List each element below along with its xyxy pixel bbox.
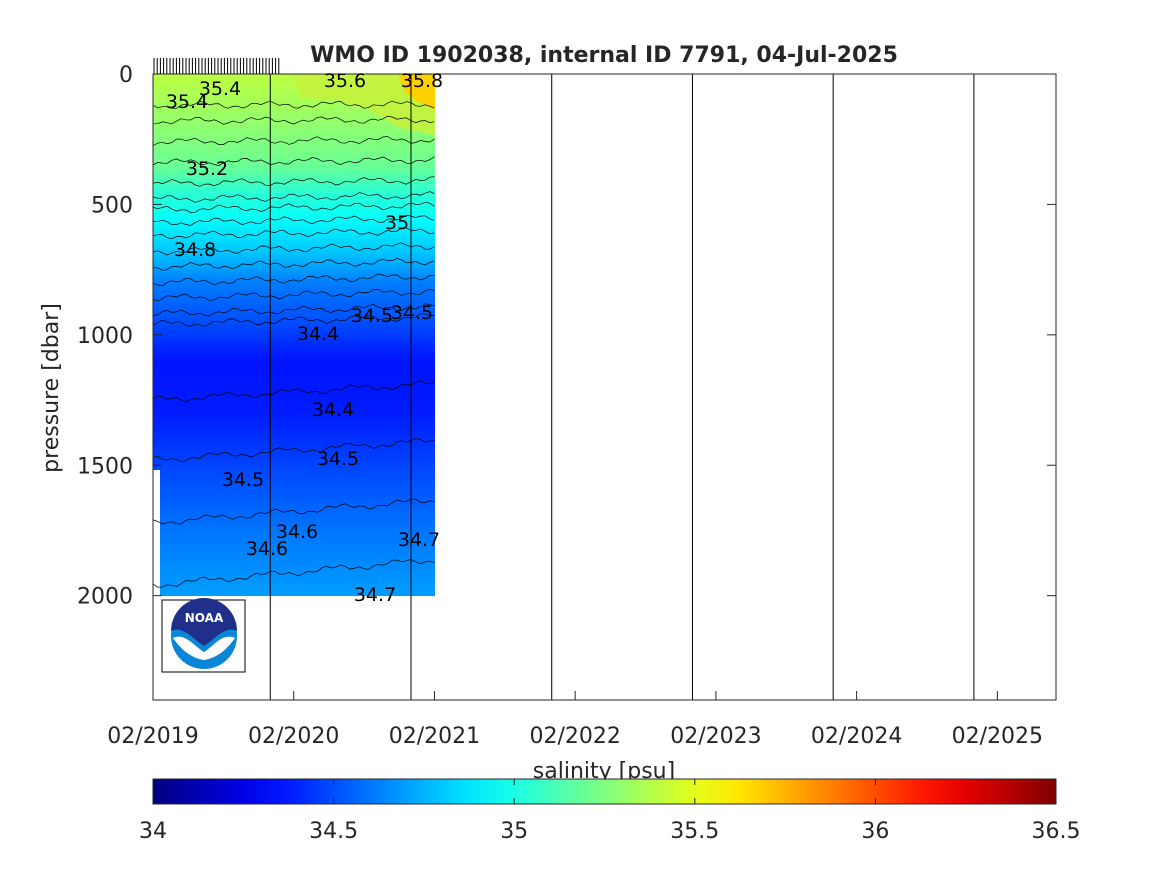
contour-line [153,191,435,203]
y-tick-label: 2000 [77,585,133,610]
colorbar-tick-label: 35 [500,819,528,844]
contour-label: 34.4 [312,399,354,421]
contour-label: 35.4 [199,78,241,100]
contour-label: 34.8 [174,239,216,261]
contour-label: 35.6 [324,70,366,92]
contour-line [153,498,435,525]
contour-line [153,258,435,271]
contour-line [153,136,435,146]
y-axis-label: pressure [dbar] [39,303,64,473]
colorbar-tick-label: 35.5 [670,819,719,844]
contour-label: 35.2 [186,158,228,180]
y-tick-label: 1000 [77,324,133,349]
contour-label: 35.8 [401,70,443,92]
contour-line [153,100,435,109]
contour-label: 34.5 [351,305,393,327]
colorbar-tick-label: 36 [861,819,889,844]
contour-label: 34.6 [276,521,318,543]
x-tick-label: 02/2023 [670,724,761,749]
contour-label: 34.7 [398,529,440,551]
contour-label: 34.5 [317,448,359,470]
colorbar [152,778,1057,805]
x-tick-label: 02/2020 [248,724,339,749]
surface-peak-salinity-patch [398,74,435,110]
x-axis-ticks: 02/2019 02/2020 02/2021 02/2022 02/2023 02/20… [107,691,1043,749]
x-tick-label: 02/2022 [529,724,620,749]
contour-line [153,156,435,166]
contour-label: 34.7 [354,584,396,606]
salinity-field [153,74,435,596]
contour-line [153,380,435,403]
vertical-reference-lines [269,74,975,700]
contour-line [153,242,435,256]
contour-lines [153,100,435,588]
contour-label: 34.5 [222,469,264,491]
x-tick-label: 02/2021 [389,724,480,749]
contour-line [153,227,435,240]
contour-line [153,115,435,125]
contour-line [153,559,435,588]
y-tick-label: 0 [119,63,133,88]
contour-line [153,201,435,213]
plot-axes-box [152,73,1057,701]
x-tick-label: 02/2019 [107,724,198,749]
colorbar-tick-label: 34.5 [309,819,358,844]
x-tick-label: 02/2024 [811,724,902,749]
y-tick-label: 1500 [77,454,133,479]
contour-label: 34.4 [297,323,339,345]
contour-line [153,313,435,327]
noaa-logo: NOAA [161,598,246,673]
profile-marker-ticks [153,58,280,74]
contour-line [153,437,435,463]
contour-line [153,176,435,187]
contour-line [153,303,435,317]
contour-line [153,214,435,226]
y-tick-label: 500 [91,193,133,218]
colorbar-ticks: 34 34.5 35 35.5 36 36.5 [139,779,1080,844]
contour-line [153,273,435,287]
contour-labels: 35.435.435.6 35.835.23534.834.534.534.434… [166,70,443,606]
contour-label: 34.5 [391,302,433,324]
contour-line [153,289,435,302]
surface-high-salinity-patch [292,74,435,135]
contour-label: 35 [385,212,409,234]
contour-label: 35.4 [166,91,208,113]
chart-title: WMO ID 1902038, internal ID 7791, 04-Jul… [310,43,898,68]
x-tick-label: 02/2025 [952,724,1043,749]
salinity-data-region [153,74,435,596]
y-axis-ticks: 0 500 1000 1500 2000 [77,63,1056,610]
noaa-logo-text: NOAA [185,611,224,625]
contour-label: 34.6 [246,538,288,560]
colorbar-tick-label: 36.5 [1032,819,1081,844]
colorbar-tick-label: 34 [139,819,167,844]
